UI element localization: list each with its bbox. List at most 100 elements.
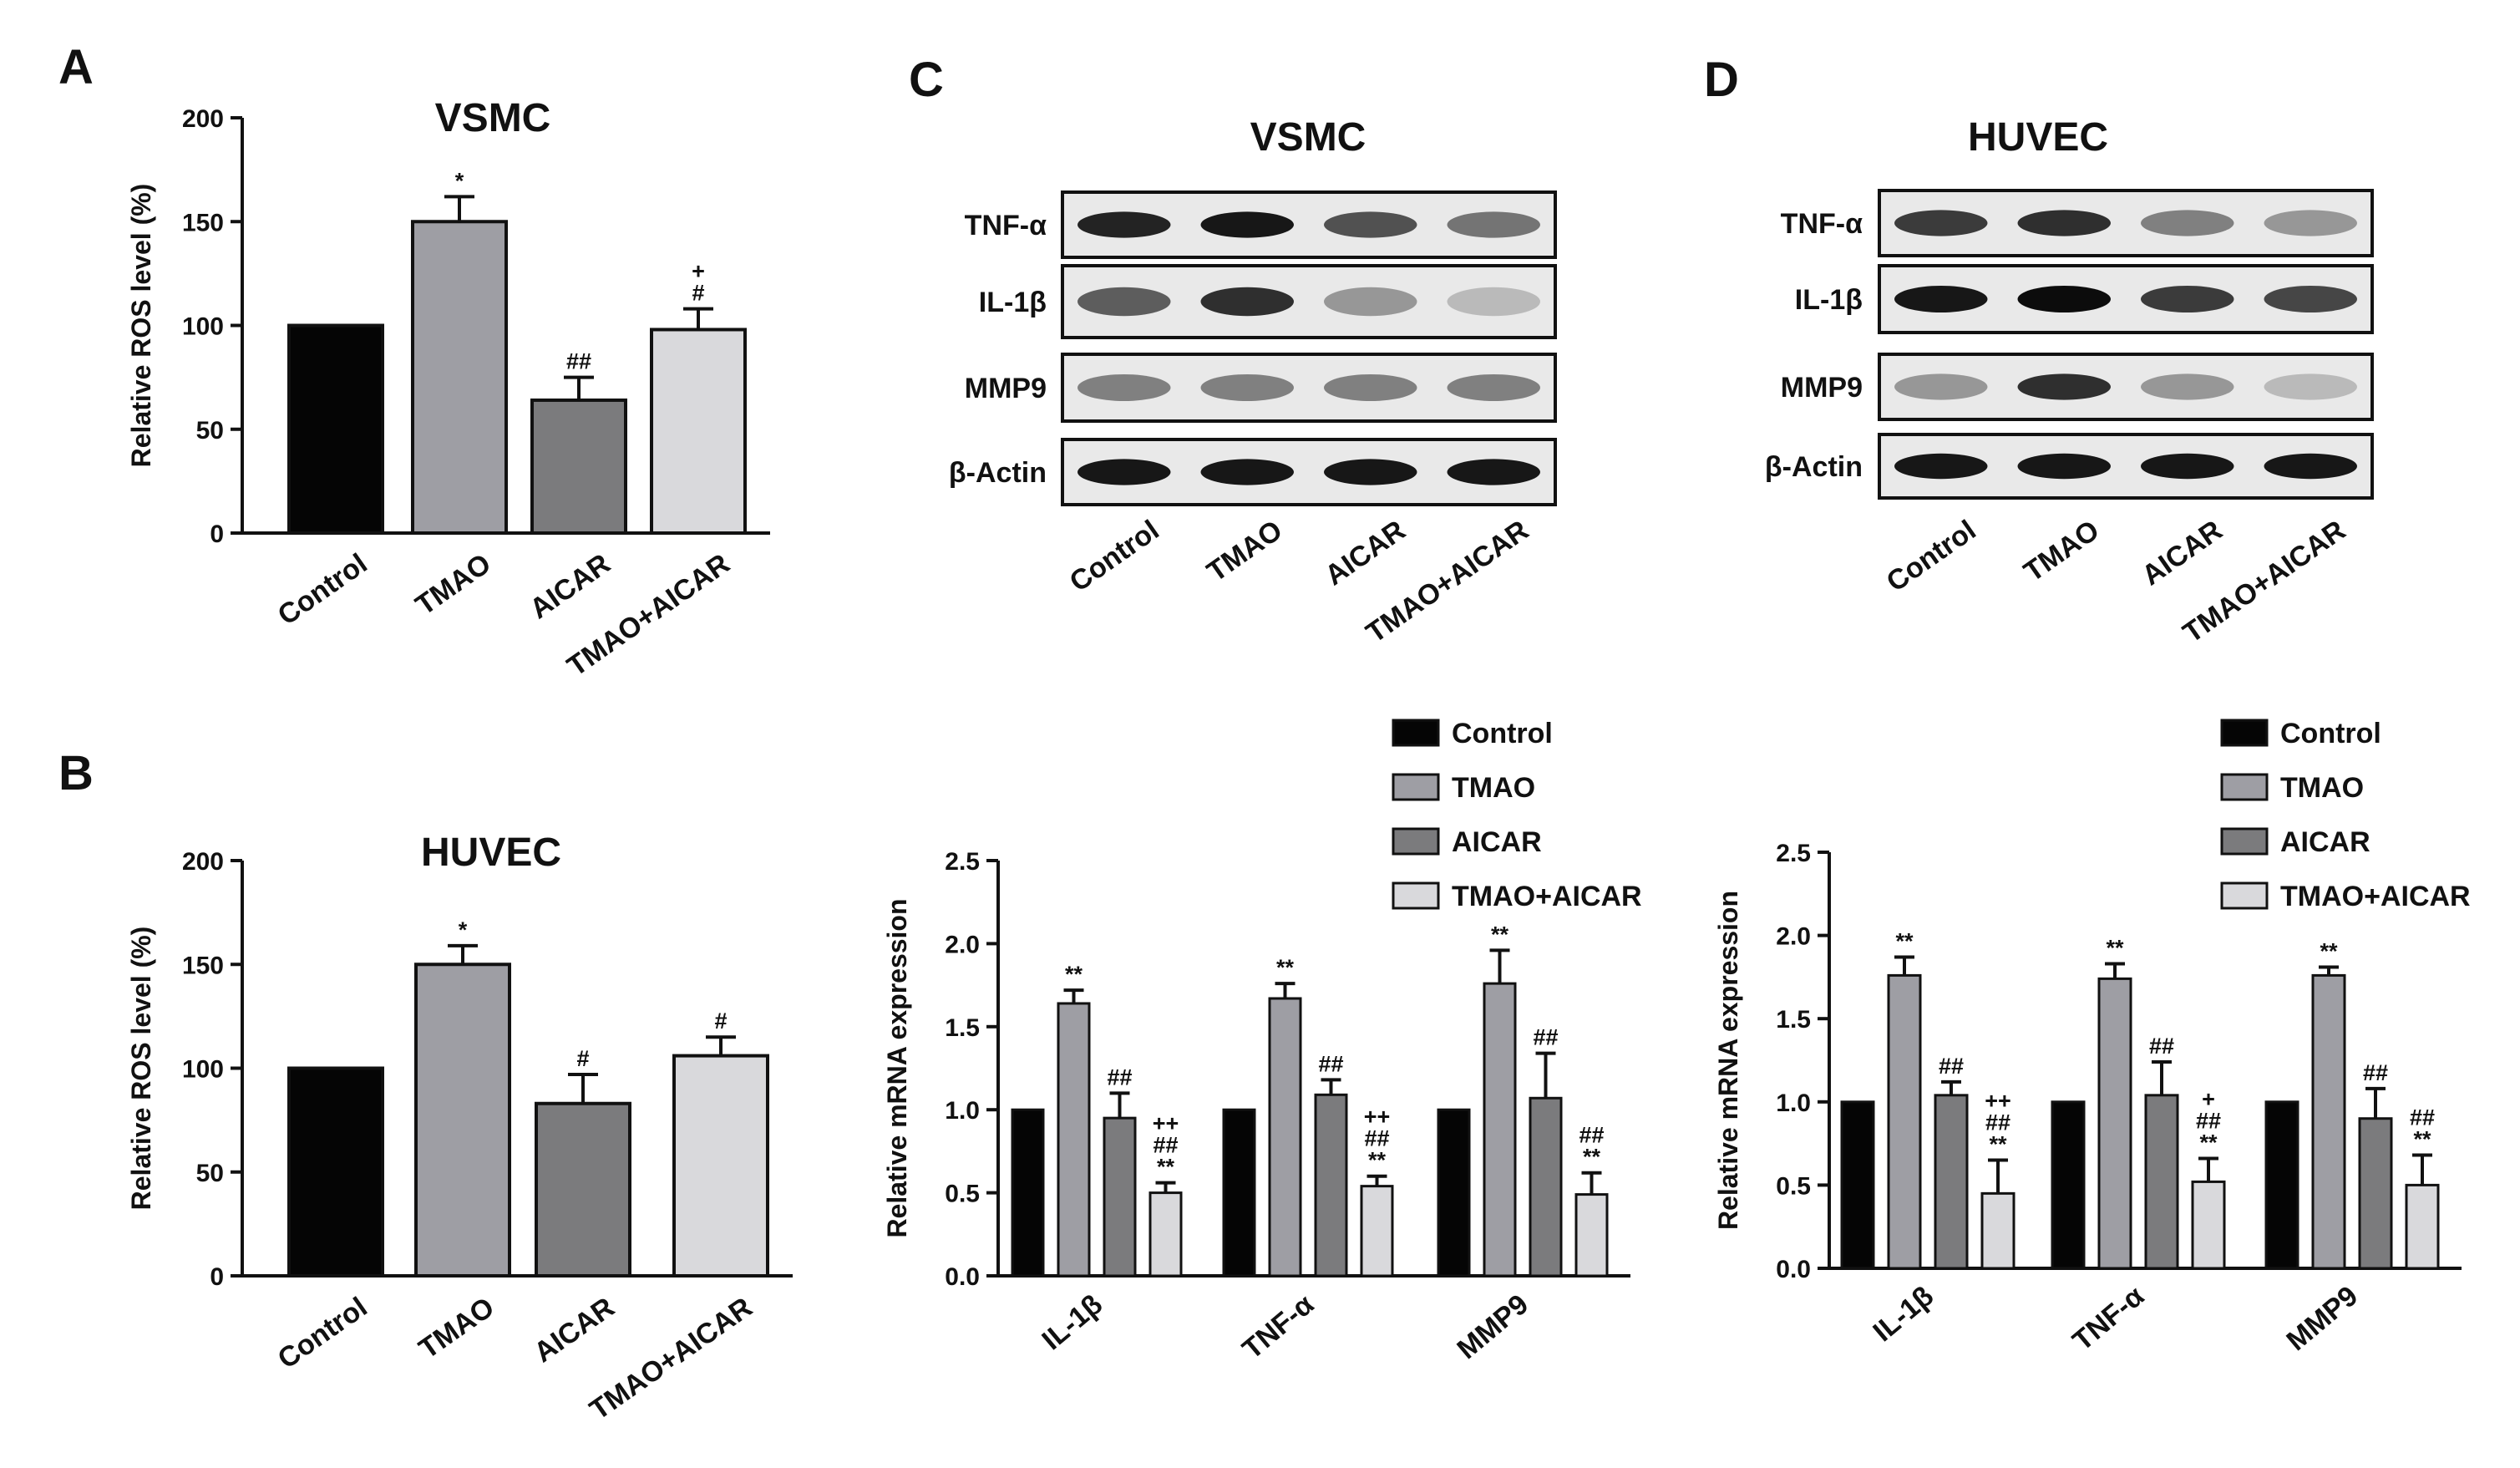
significance-mark: ## xyxy=(2363,1060,2388,1085)
bar-aicar xyxy=(1529,1096,1563,1278)
significance-mark: ** xyxy=(2106,935,2124,960)
significance-mark: # xyxy=(576,1046,589,1071)
y-axis-label: Relative mRNA expression xyxy=(1713,891,1743,1230)
blot-band xyxy=(2017,210,2111,236)
bar-control xyxy=(287,1066,384,1278)
y-tick-label: 1.5 xyxy=(1776,1006,1811,1034)
panel-label-a: A xyxy=(58,40,94,94)
blot-title: HUVEC xyxy=(1968,115,2108,160)
blot-band xyxy=(1324,459,1417,485)
legend-label: Control xyxy=(1452,718,1553,749)
bar-control xyxy=(287,323,384,535)
significance-mark: ** xyxy=(1491,922,1509,947)
bar-tmao-aicar xyxy=(2405,1183,2440,1270)
blot-band xyxy=(2141,286,2234,312)
bar-tmao-aicar xyxy=(650,328,747,535)
y-tick-label: 2.0 xyxy=(945,931,980,958)
panel-label-b: B xyxy=(58,746,94,800)
x-category-label: TNF-α xyxy=(2066,1280,2150,1357)
blot-lane-label: AICAR xyxy=(2137,514,2228,592)
legend-label: AICAR xyxy=(2280,826,2370,858)
significance-mark: * xyxy=(455,168,464,193)
blot-row-label: MMP9 xyxy=(1781,372,1863,404)
bar-aicar xyxy=(1103,1116,1137,1278)
bar-aicar xyxy=(530,398,627,535)
blot-row-label: β-Actin xyxy=(1765,451,1863,483)
blot-lane-label: TMAO xyxy=(1201,514,1288,588)
blot-band xyxy=(2141,210,2234,236)
significance-mark: ** xyxy=(1276,955,1295,980)
blot-band xyxy=(1200,211,1294,238)
significance-mark: ## xyxy=(1153,1133,1178,1158)
blot-row-label: TNF-α xyxy=(1781,208,1863,240)
bar-tmao xyxy=(1483,982,1517,1278)
blot-row-frame xyxy=(1061,353,1557,423)
y-tick-label: 150 xyxy=(182,952,224,979)
legend-label: AICAR xyxy=(1452,826,1542,858)
y-tick-label: 1.5 xyxy=(945,1014,980,1042)
blot-band xyxy=(2017,286,2111,312)
legend-swatch xyxy=(2220,881,2269,910)
panel-a: A 0 50 100 150 200 Relative ROS level (%) VSMC C… xyxy=(58,40,770,683)
bar-tmao xyxy=(1268,997,1302,1278)
significance-mark: ## xyxy=(1985,1110,2010,1135)
x-category-label: TNF-α xyxy=(1236,1288,1320,1365)
bar-control xyxy=(1011,1108,1045,1278)
y-tick-label: 0.0 xyxy=(945,1263,980,1291)
legend-swatch xyxy=(1392,827,1440,856)
significance-mark: ++ xyxy=(1985,1089,2011,1114)
y-axis-label: Relative ROS level (%) xyxy=(126,184,156,468)
panel-d: D 0.0 0.5 1.0 1.5 2.0 2.5 Relative mRNA express… xyxy=(1704,53,2471,1357)
y-tick-label: 1.0 xyxy=(945,1097,980,1125)
bar-tmao-aicar xyxy=(1360,1185,1394,1278)
blot-band xyxy=(1200,287,1294,317)
significance-mark: # xyxy=(714,1008,727,1034)
bar-tmao-aicar xyxy=(2191,1180,2226,1270)
y-tick-label: 0 xyxy=(210,521,224,548)
x-category-label: AICAR xyxy=(525,547,616,625)
blot-band xyxy=(1200,374,1294,401)
y-tick-label: 0.5 xyxy=(1776,1172,1811,1200)
significance-mark: ** xyxy=(1989,1132,2007,1157)
y-tick-label: 50 xyxy=(196,417,224,444)
blot-band xyxy=(1894,210,1988,236)
y-axis-label: Relative ROS level (%) xyxy=(126,927,156,1211)
western-blot-c: VSMC TNF-α IL-1β MMP9 β-Actin Control TMAO AICA… xyxy=(949,115,1557,649)
y-tick-label: 2.5 xyxy=(945,848,980,876)
significance-mark: + xyxy=(692,259,705,284)
y-tick-label: 100 xyxy=(182,313,224,341)
chart-title: HUVEC xyxy=(421,831,561,875)
bar-tmao-aicar xyxy=(1148,1191,1183,1278)
x-category-label: MMP9 xyxy=(1451,1288,1534,1365)
blot-band xyxy=(2017,373,2111,400)
blot-row-label: IL-1β xyxy=(1795,284,1863,316)
significance-mark: ** xyxy=(1157,1155,1175,1180)
y-tick-label: 50 xyxy=(196,1160,224,1187)
legend-label: Control xyxy=(2280,718,2381,749)
significance-mark: ## xyxy=(2410,1105,2435,1130)
blot-row-label: TNF-α xyxy=(965,210,1047,241)
legend-swatch xyxy=(1392,719,1440,747)
y-tick-label: 150 xyxy=(182,209,224,236)
legend-label: TMAO xyxy=(1452,772,1535,804)
legend-label: TMAO xyxy=(2280,772,2364,804)
significance-mark: ++ xyxy=(1153,1111,1179,1136)
bar-aicar xyxy=(2144,1094,2179,1270)
blot-band xyxy=(1077,374,1171,401)
blot-band xyxy=(1447,374,1540,401)
blot-lane-label: Control xyxy=(1064,514,1165,597)
significance-mark: ** xyxy=(1065,962,1083,987)
blot-band xyxy=(2264,453,2357,480)
bar-tmao xyxy=(2097,977,2132,1270)
blot-band xyxy=(1077,211,1171,238)
y-tick-label: 200 xyxy=(182,105,224,133)
panel-label-c: C xyxy=(909,53,944,107)
x-category-label: AICAR xyxy=(529,1291,621,1369)
significance-mark: ## xyxy=(566,349,591,374)
blot-band xyxy=(1894,373,1988,400)
blot-band xyxy=(2017,453,2111,480)
legend-label: TMAO+AICAR xyxy=(2280,881,2471,912)
significance-mark: ## xyxy=(1579,1123,1604,1148)
legend-swatch xyxy=(2220,827,2269,856)
bar-control xyxy=(1437,1108,1471,1278)
